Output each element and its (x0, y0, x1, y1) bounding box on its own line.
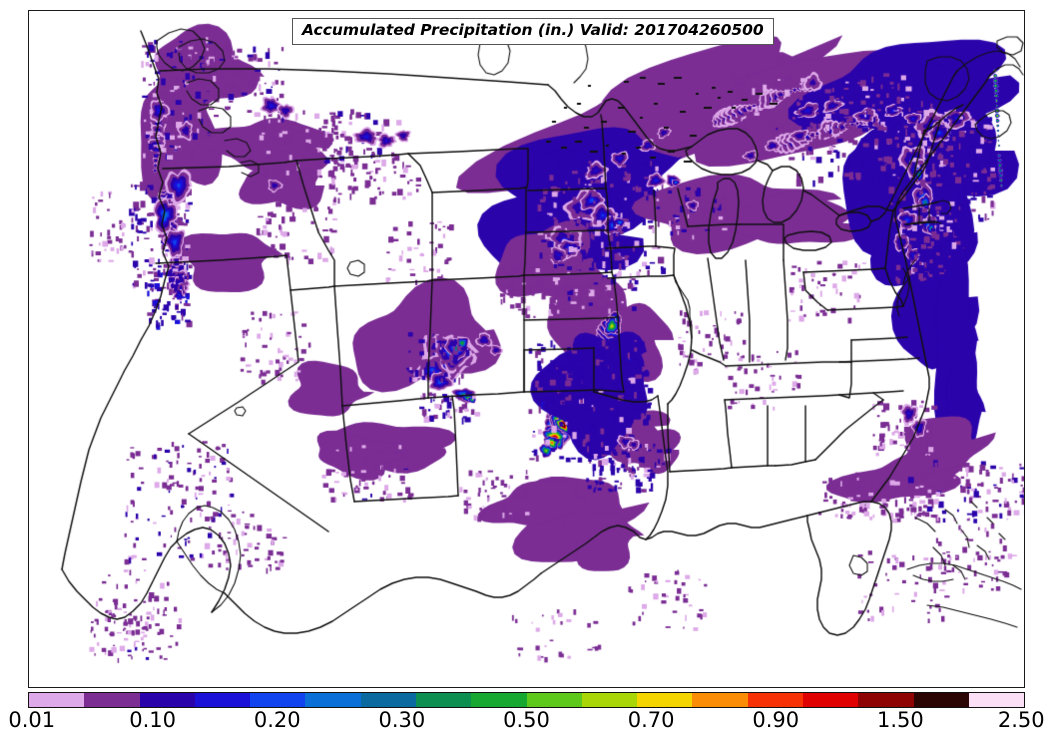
colorbar-segment-1 (84, 693, 140, 707)
colorbar-segment-8 (471, 693, 527, 707)
colorbar-segment-3 (194, 693, 251, 707)
colorbar-segment-9 (526, 693, 582, 707)
colorbar-segment-5 (305, 693, 361, 707)
colorbar-segment-16 (913, 693, 969, 707)
map-panel[interactable] (28, 10, 1025, 688)
colorbar-tick-0.10: 0.10 (129, 708, 177, 732)
colorbar-segment-17 (968, 693, 1025, 707)
colorbar-segment-11 (637, 693, 693, 707)
colorbar-tick-0.90: 0.90 (752, 708, 800, 732)
colorbar-segment-14 (802, 693, 859, 707)
colorbar-tick-0.50: 0.50 (503, 708, 550, 732)
colorbar-segment-7 (415, 693, 472, 707)
colorbar (28, 692, 1025, 708)
colorbar-tick-0.30: 0.30 (378, 708, 426, 732)
colorbar-tick-2.50: 2.50 (997, 708, 1045, 732)
precipitation-map-canvas[interactable] (29, 11, 1024, 687)
colorbar-segment-13 (747, 693, 803, 707)
colorbar-segment-10 (581, 693, 638, 707)
colorbar-tick-0.01: 0.01 (8, 708, 56, 732)
colorbar-tick-0.70: 0.70 (627, 708, 675, 732)
colorbar-segments (28, 692, 1025, 708)
colorbar-segment-0 (29, 693, 85, 707)
colorbar-segment-6 (360, 693, 416, 707)
colorbar-tick-1.50: 1.50 (876, 708, 924, 732)
colorbar-tick-0.20: 0.20 (253, 708, 301, 732)
colorbar-segment-4 (250, 693, 306, 707)
colorbar-segment-2 (139, 693, 195, 707)
colorbar-segment-15 (858, 693, 914, 707)
colorbar-segment-12 (692, 693, 748, 707)
colorbar-tick-labels: 0.01 0.10 0.20 0.30 0.50 0.70 0.90 1.50 2.50 (0, 710, 1054, 738)
map-title: Accumulated Precipitation (in.) Valid: 2… (292, 18, 774, 45)
